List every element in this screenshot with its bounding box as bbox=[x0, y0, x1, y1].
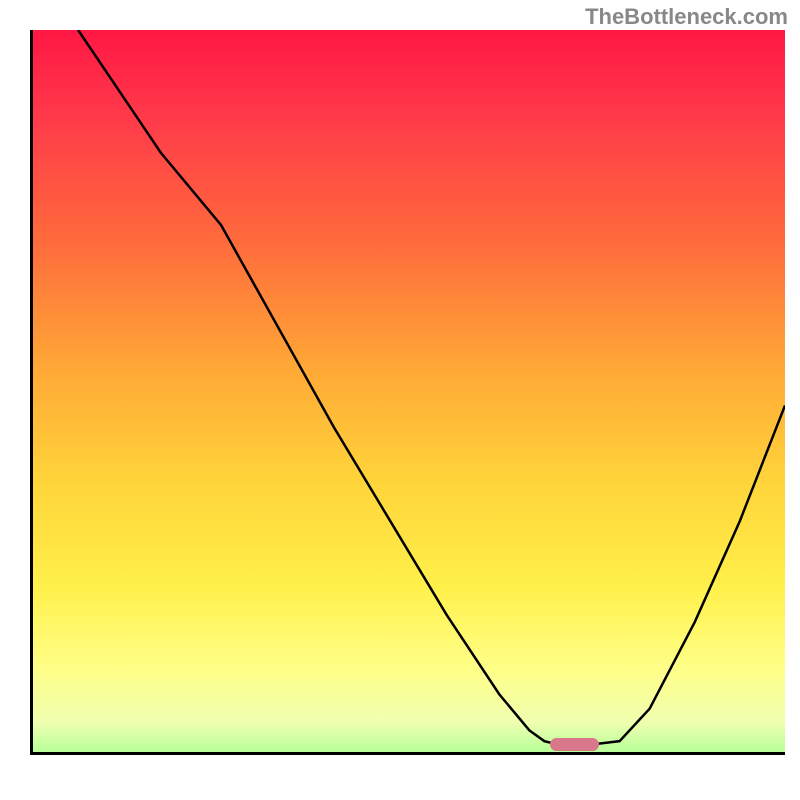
watermark-text: TheBottleneck.com bbox=[585, 4, 788, 30]
chart-plot-area bbox=[30, 30, 785, 755]
chart-curve bbox=[33, 30, 785, 752]
chart-marker bbox=[550, 738, 599, 751]
